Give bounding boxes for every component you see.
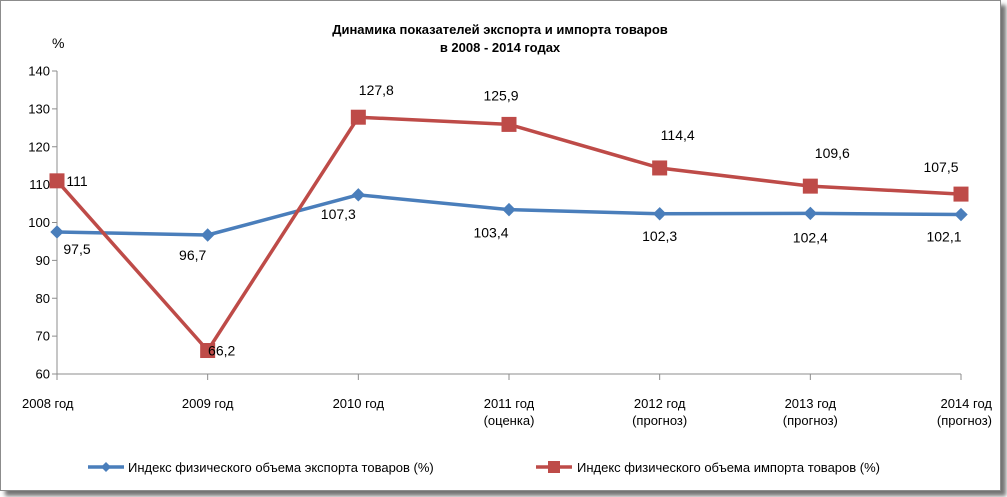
import-data-point bbox=[652, 160, 668, 176]
x-tick-label: 2012 год (прогноз) bbox=[632, 396, 687, 428]
export-data-label: 102,1 bbox=[926, 229, 961, 245]
chart-title-line-1: Динамика показателей экспорта и импорта … bbox=[332, 22, 668, 37]
chart-title-line-2: в 2008 - 2014 годах bbox=[440, 40, 561, 55]
x-tick-label: 2011 год (оценка) bbox=[484, 396, 535, 428]
export-data-label: 102,3 bbox=[642, 228, 677, 244]
import-data-point bbox=[802, 178, 818, 194]
export-data-label: 103,4 bbox=[473, 225, 508, 241]
series-layer bbox=[49, 109, 969, 359]
y-tick-label: 90 bbox=[36, 253, 50, 268]
y-tick-label: 100 bbox=[28, 215, 50, 230]
y-tick-label: 120 bbox=[28, 139, 50, 154]
import-data-point bbox=[953, 186, 969, 202]
export-legend-label: Индекс физического объема экспорта товар… bbox=[128, 460, 434, 475]
export-data-label: 96,7 bbox=[179, 247, 206, 263]
y-tick-label: 110 bbox=[29, 177, 50, 192]
x-axis-ticks: 2008 год 2009 год 2010 год 2011 год (оценка)… bbox=[22, 374, 992, 428]
import-data-label: 107,5 bbox=[923, 159, 958, 175]
export-legend-marker bbox=[101, 462, 111, 472]
import-data-label: 66,2 bbox=[208, 343, 235, 359]
export-data-point bbox=[954, 207, 968, 222]
import-data-point bbox=[200, 343, 216, 359]
export-data-point bbox=[502, 202, 516, 217]
y-tick-label: 60 bbox=[36, 367, 50, 382]
export-data-point bbox=[50, 225, 64, 239]
x-tick-label: 2009 год bbox=[182, 396, 234, 411]
y-axis-ticks: 60 70 80 90 100 110 120 130 140 bbox=[28, 64, 57, 382]
import-legend-marker bbox=[548, 461, 560, 473]
y-tick-label: 80 bbox=[36, 291, 50, 306]
import-data-label: 111 bbox=[66, 173, 87, 189]
y-tick-label: 70 bbox=[36, 329, 50, 344]
export-data-label: 102,4 bbox=[793, 229, 828, 245]
export-data-label: 97,5 bbox=[63, 241, 90, 257]
legend: Индекс физического объема экспорта товар… bbox=[88, 460, 880, 475]
import-data-point bbox=[350, 109, 366, 125]
y-tick-label: 130 bbox=[28, 101, 50, 116]
import-data-label: 109,6 bbox=[815, 145, 850, 161]
x-tick-label: 2008 год bbox=[22, 396, 74, 411]
x-tick-label: 2010 год bbox=[333, 396, 385, 411]
export-data-point bbox=[652, 207, 667, 221]
import-legend-label: Индекс физического объема импорта товаро… bbox=[577, 460, 880, 475]
export-data-point bbox=[351, 188, 366, 202]
axes bbox=[56, 71, 961, 375]
export-data-label: 107,3 bbox=[321, 206, 356, 222]
import-data-point bbox=[501, 116, 517, 132]
y-axis-unit: % bbox=[52, 35, 64, 51]
import-data-label: 114,4 bbox=[661, 127, 695, 143]
x-tick-label: 2014 год (прогноз) bbox=[937, 396, 993, 428]
export-data-point bbox=[200, 228, 215, 242]
import-data-label: 127,8 bbox=[359, 82, 394, 98]
y-tick-label: 140 bbox=[28, 64, 50, 79]
import-data-point bbox=[49, 173, 65, 189]
export-data-point bbox=[803, 206, 818, 221]
data-labels: 97,5 96,7 107,3 103,4 102,3 102,4 102,1 111 66,2… bbox=[63, 82, 961, 358]
import-data-label: 125,9 bbox=[483, 87, 518, 103]
x-tick-label: 2013 год (прогноз) bbox=[783, 396, 838, 428]
